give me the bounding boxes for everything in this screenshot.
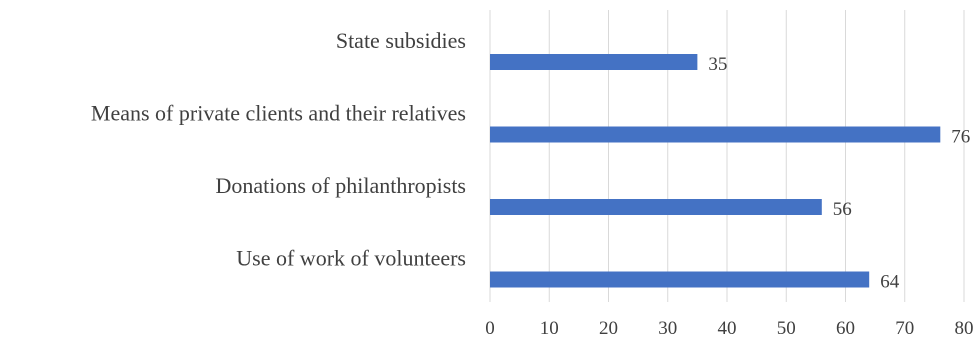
x-tick-label-70: 70	[895, 318, 914, 339]
x-tick-label-50: 50	[777, 318, 796, 339]
x-axis-tick-labels: 0 10 20 30 40 50 60 70 80	[485, 318, 973, 339]
bar-4	[490, 271, 870, 288]
x-tick-label-80: 80	[955, 318, 974, 339]
data-label-4: 64	[880, 272, 900, 293]
x-tick-label-0: 0	[485, 318, 495, 339]
bar-3	[490, 199, 822, 215]
data-label-2: 76	[951, 127, 970, 148]
bars	[490, 54, 941, 288]
category-labels: State subsidies Means of private clients …	[91, 28, 466, 271]
data-label-1: 35	[708, 54, 727, 75]
x-tick-label-60: 60	[836, 318, 855, 339]
category-label-2: Means of private clients and their relat…	[91, 101, 466, 126]
category-label-4: Use of work of volunteers	[236, 246, 466, 271]
bar-2	[490, 126, 941, 143]
x-tick-label-40: 40	[718, 318, 737, 339]
x-tick-label-20: 20	[599, 318, 618, 339]
category-label-3: Donations of philanthropists	[215, 173, 466, 198]
x-tick-label-30: 30	[658, 318, 677, 339]
category-label-1: State subsidies	[336, 28, 466, 53]
x-tick-label-10: 10	[540, 318, 559, 339]
data-labels: 35 76 56 64	[708, 54, 970, 293]
bar-1	[490, 54, 698, 70]
data-label-3: 56	[833, 199, 852, 220]
